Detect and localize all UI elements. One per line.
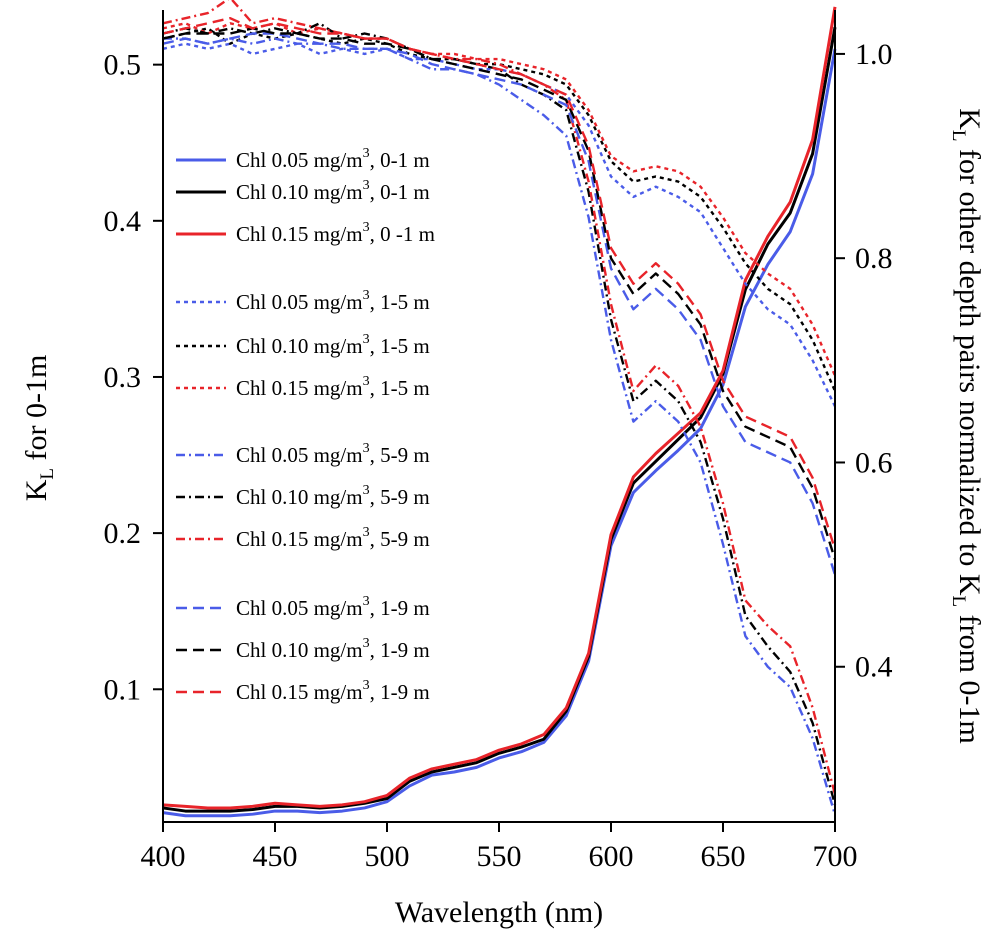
series-line-12 <box>162 16 837 550</box>
right-y-tick-label: 0.8 <box>855 242 893 275</box>
legend-label-7: Chl 0.05 mg/m3, 5-9 m <box>236 441 430 467</box>
series-line-11 <box>162 27 837 560</box>
legend-label-11: Chl 0.10 mg/m3, 1-9 m <box>236 636 430 662</box>
legend-label-6: Chl 0.15 mg/m3, 1-5 m <box>236 374 430 400</box>
legend-label-3: Chl 0.15 mg/m3, 0 -1 m <box>236 220 435 246</box>
x-tick-label: 600 <box>589 840 634 873</box>
right-y-tick-label: 0.6 <box>855 446 893 479</box>
right-y-tick-label: 0.4 <box>855 651 893 684</box>
left-y-tick-label: 0.4 <box>104 205 142 238</box>
x-axis-title: Wavelength (nm) <box>395 896 603 929</box>
legend-label-10: Chl 0.05 mg/m3, 1-9 m <box>236 594 430 620</box>
x-tick-label: 450 <box>253 840 298 873</box>
legend-label-2: Chl 0.10 mg/m3, 0-1 m <box>236 178 430 204</box>
left-y-tick-label: 0.1 <box>104 673 142 706</box>
legend-label-9: Chl 0.15 mg/m3, 5-9 m <box>236 525 430 551</box>
left-y-tick-label: 0.2 <box>104 517 142 550</box>
series-line-3 <box>162 6 837 810</box>
series-line-1 <box>162 48 837 818</box>
left-y-tick-label: 0.3 <box>104 361 142 394</box>
x-tick-label: 650 <box>701 840 746 873</box>
legend-label-12: Chl 0.15 mg/m3, 1-9 m <box>236 678 430 704</box>
series-line-10 <box>162 32 837 576</box>
series-line-8 <box>162 22 837 805</box>
series-line-7 <box>163 37 837 816</box>
x-tick-label: 700 <box>813 840 858 873</box>
series-line-9 <box>162 0 837 795</box>
right-y-tick-label: 1.0 <box>855 38 893 71</box>
axes-layer: 400 450 500 550 600 650 700 0.1 0.2 0.3 0.4 0.5 0.4 0… <box>20 10 986 929</box>
legend: Chl 0.05 mg/m3, 0-1 m Chl 0.10 mg/m3, 0-1… <box>176 146 435 704</box>
right-y-axis-title: KL for other depth pairs normalized to K… <box>948 108 986 744</box>
legend-label-4: Chl 0.05 mg/m3, 1-5 m <box>236 288 430 314</box>
legend-label-1: Chl 0.05 mg/m3, 0-1 m <box>236 146 430 172</box>
legend-label-5: Chl 0.10 mg/m3, 1-5 m <box>236 332 430 358</box>
x-tick-label: 500 <box>365 840 410 873</box>
left-y-tick-label: 0.5 <box>104 49 142 82</box>
legend-label-8: Chl 0.10 mg/m3, 5-9 m <box>236 483 430 509</box>
x-tick-label: 400 <box>141 840 186 873</box>
left-y-axis-title: KL for 0-1m <box>20 355 58 502</box>
x-tick-label: 550 <box>477 840 522 873</box>
series-layer <box>162 0 837 818</box>
